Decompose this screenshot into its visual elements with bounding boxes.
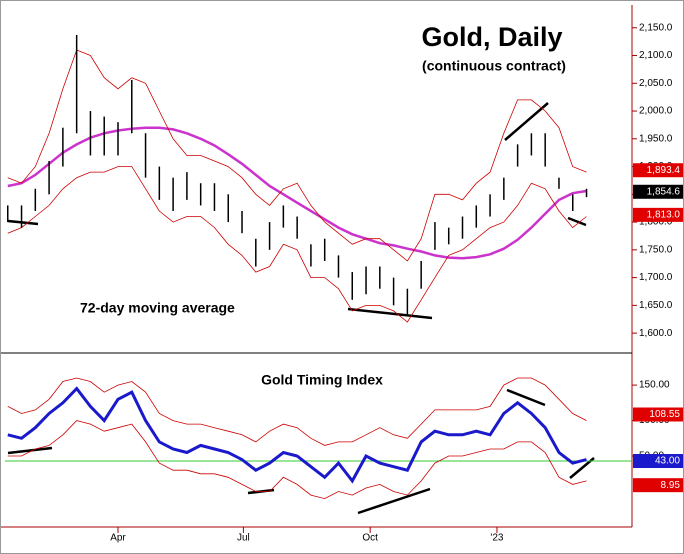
overlay-line (7, 49, 587, 262)
value-tag-label: 43.00 (655, 456, 680, 467)
y-tick-label: 2,150.0 (639, 22, 673, 33)
value-tag-label: 8.95 (661, 480, 681, 491)
index-line (7, 386, 587, 484)
x-tick-label: Apr (110, 533, 126, 544)
x-tick-label: '23 (490, 533, 503, 544)
value-tag-label: 108.55 (649, 409, 680, 420)
value-tag (633, 207, 683, 222)
y-tick-label: 1,800.0 (639, 217, 673, 228)
value-tag-label: 1,893.4 (647, 165, 681, 176)
value-tag-label: 1,854.6 (647, 186, 681, 197)
y-tick-label: 1,700.0 (639, 272, 673, 283)
y-tick-label: 2,100.0 (639, 50, 673, 61)
y-tick-label: 1,750.0 (639, 244, 673, 255)
overlay-line (7, 377, 587, 446)
value-tag (633, 163, 683, 178)
y-tick-label: 2,000.0 (639, 106, 673, 117)
ma-annotation: 72-day moving average (80, 300, 235, 316)
overlay-line (7, 420, 587, 500)
y-tick-label: 1,650.0 (639, 300, 673, 311)
overlay-line (7, 166, 587, 323)
y-tick-label: 1,600.0 (639, 328, 673, 339)
x-tick-label: Jul (237, 533, 250, 544)
chart-title: Gold, Daily (421, 22, 562, 52)
y-tick-label: 2,050.0 (639, 78, 673, 89)
value-tag (633, 454, 683, 469)
value-tag-label: 1,813.0 (647, 210, 681, 221)
value-tag (633, 478, 683, 493)
x-tick-label: Oct (362, 533, 378, 544)
chart-subtitle: (continuous contract) (422, 58, 566, 74)
panel-title: Gold Timing Index (261, 372, 383, 388)
value-tag (633, 184, 683, 199)
y-tick-label: 1,950.0 (639, 133, 673, 144)
y-tick-label: 150.00 (639, 380, 670, 391)
value-tag (633, 407, 683, 422)
